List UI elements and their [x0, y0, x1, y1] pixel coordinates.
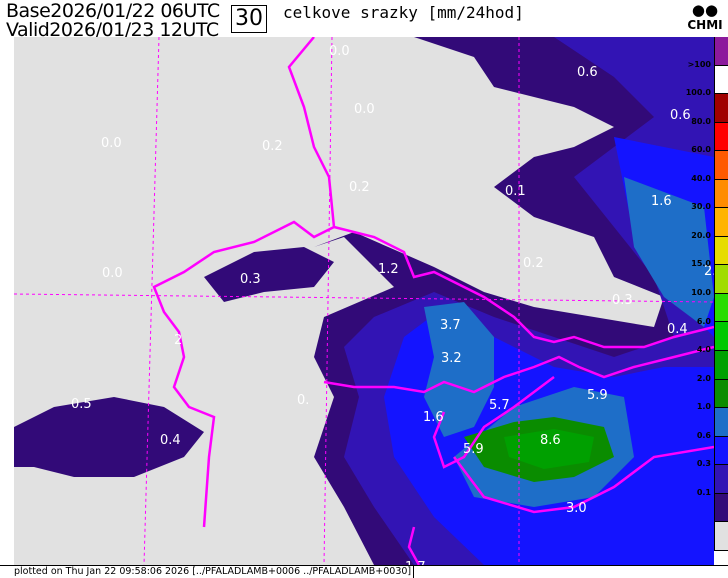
plot-info: plotted on Thu Jan 22 09:58:06 2026 [../…: [14, 566, 415, 578]
value-label: 5.9: [463, 442, 484, 457]
base-time: Base2026/01/22 06UTC: [6, 2, 220, 21]
legend-band: [715, 208, 728, 237]
value-label: 1.7: [405, 560, 426, 565]
legend-band: [715, 37, 728, 66]
value-label: 0.2: [349, 180, 370, 195]
legend-band: [715, 322, 728, 352]
legend-label: 20.0: [691, 230, 711, 240]
legend-label: 30.0: [691, 202, 711, 212]
country-borders: [152, 37, 714, 565]
graticule: [14, 37, 714, 565]
precipitation-map: 0.00.60.60.00.20.00.20.11.60.01.20.22.0.…: [14, 37, 714, 565]
legend-label: 2.0: [696, 373, 711, 383]
value-label: 0.6: [670, 108, 691, 123]
legend-label: 0.3: [696, 459, 711, 469]
border-central: [323, 345, 714, 394]
legend-label: 0.6: [696, 430, 711, 440]
longitude-line: [323, 37, 333, 565]
valid-time-value: 2026/01/23 12UTC: [49, 19, 219, 41]
legend-label: 60.0: [691, 145, 711, 155]
value-label: 5.7: [489, 398, 510, 413]
forecast-hour-box: 30: [231, 5, 267, 33]
base-time-value: 2026/01/22 06UTC: [50, 0, 220, 22]
legend-band: [715, 94, 728, 123]
value-label: 2: [174, 333, 182, 348]
legend-band: [715, 408, 728, 437]
value-label: 0.2: [262, 139, 283, 154]
chmi-logo-icon: ●● CHMI: [684, 2, 726, 36]
precip-0.1-area-west: [14, 397, 204, 477]
logo-mark: ●●: [691, 1, 719, 19]
base-label: Base: [6, 0, 51, 22]
legend-band: [715, 379, 728, 409]
color-legend: [714, 37, 728, 551]
precip-0.1-area-north: [204, 247, 334, 302]
value-label: 3.7: [440, 318, 461, 333]
border-south: [407, 376, 714, 565]
value-label: 8.6: [540, 433, 561, 448]
footer: plotted on Thu Jan 22 09:58:06 2026 [../…: [0, 565, 728, 578]
value-label: 0.2: [523, 256, 544, 271]
value-label: 0.: [297, 393, 309, 408]
legend-label: 1.0: [696, 402, 711, 412]
value-label: 0.1: [505, 184, 526, 199]
value-label: 0.4: [160, 433, 181, 448]
legend-band: [715, 179, 728, 209]
legend-band: [715, 122, 728, 152]
value-label: 0.3: [240, 272, 261, 287]
value-label: 2.: [704, 264, 714, 279]
latitude-line: [14, 293, 714, 303]
value-label: 0.0: [329, 44, 350, 59]
legend-band: [715, 465, 728, 494]
legend-label: 100.0: [685, 88, 711, 98]
value-label: 0.0: [102, 266, 123, 281]
legend-band: [715, 236, 728, 266]
logo-text: CHMI: [687, 18, 723, 32]
value-label: 1.6: [651, 194, 672, 209]
legend-label: 4.0: [696, 345, 711, 355]
value-label: 0.4: [667, 322, 688, 337]
legend-band: [715, 436, 728, 466]
value-label: 0.3: [612, 293, 633, 308]
value-label: 0.6: [577, 65, 598, 80]
value-label: 3.2: [441, 351, 462, 366]
legend-band: [715, 265, 728, 294]
legend-label: 15.0: [691, 259, 711, 269]
valid-label: Valid: [6, 19, 50, 41]
legend-label: 40.0: [691, 173, 711, 183]
precip-1.0-area: [424, 177, 714, 507]
value-label: 0.5: [71, 397, 92, 412]
precip-4.0-area: [504, 429, 594, 469]
longitude-line: [143, 37, 160, 565]
value-label: 1.2: [378, 262, 399, 277]
value-label: 5.9: [587, 388, 608, 403]
border-north: [333, 225, 714, 349]
value-labels: 0.00.60.60.00.20.00.20.11.60.01.20.22.0.…: [71, 44, 714, 565]
legend-label: 0.1: [696, 487, 711, 497]
legend-band: [715, 65, 728, 95]
map-title: celkove srazky [mm/24hod]: [283, 3, 524, 22]
value-label: 0.0: [354, 102, 375, 117]
legend-label: >100: [687, 59, 711, 69]
legend-label: 6.0: [696, 316, 711, 326]
border-west: [152, 37, 336, 528]
value-label: 1.6: [423, 410, 444, 425]
valid-time: Valid2026/01/23 12UTC: [6, 21, 219, 40]
legend-band: [715, 151, 728, 180]
legend-band: [715, 293, 728, 323]
legend-label: 10.0: [691, 288, 711, 297]
value-label: 0.0: [101, 136, 122, 151]
value-label: 3.0: [566, 501, 587, 516]
legend-label: 80.0: [691, 116, 711, 126]
legend-band: [715, 493, 728, 523]
legend-band: [715, 351, 728, 380]
legend-band: [715, 522, 728, 551]
